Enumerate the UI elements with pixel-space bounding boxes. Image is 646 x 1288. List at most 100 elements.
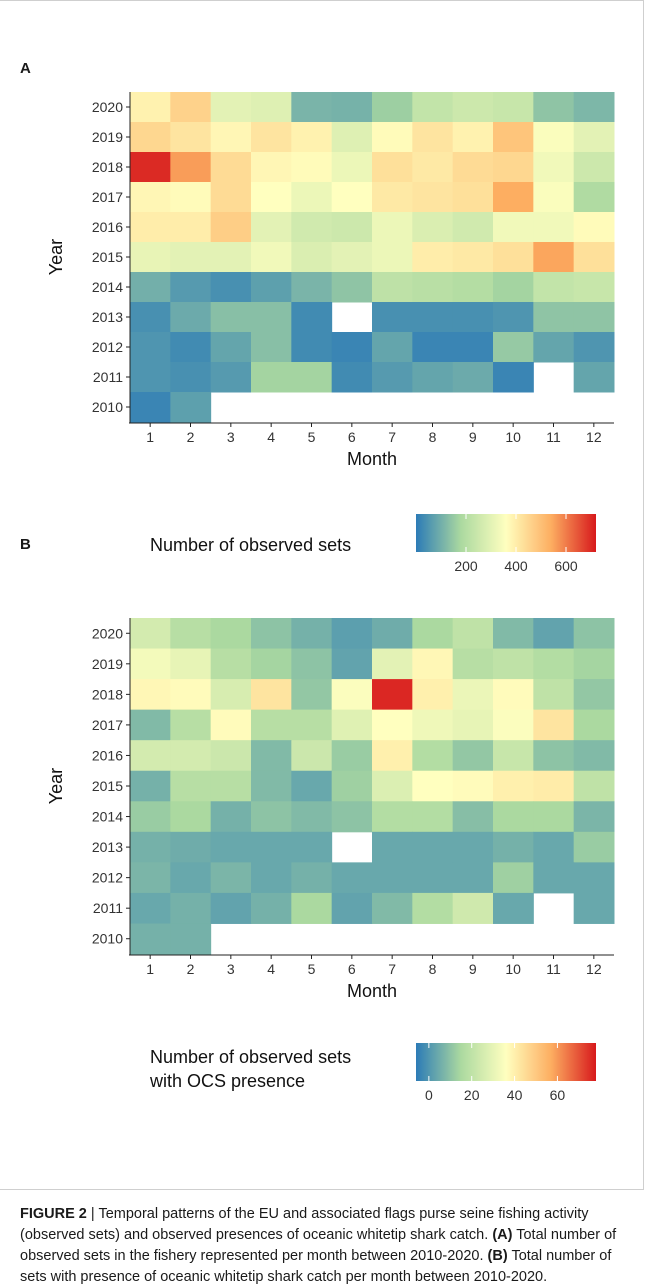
heatmap-cell xyxy=(533,770,575,802)
heatmap-cell xyxy=(533,92,575,123)
heatmap-cell xyxy=(210,709,252,741)
heatmap-cell xyxy=(412,122,454,153)
heatmap-cell xyxy=(291,618,333,650)
heatmap-cell xyxy=(130,709,171,741)
colorbar-bar xyxy=(416,514,596,552)
heatmap-cell xyxy=(291,362,333,393)
heatmap-cell xyxy=(210,801,252,833)
heatmap-cell xyxy=(493,770,534,802)
heatmap-cell xyxy=(452,618,494,650)
heatmap-cell xyxy=(372,152,413,183)
y-tick-label: 2019 xyxy=(92,656,123,672)
heatmap-cell xyxy=(130,740,171,772)
heatmap-cell xyxy=(291,302,333,333)
heatmap-cell xyxy=(170,302,212,333)
heatmap-cell xyxy=(130,831,171,863)
heatmap-cell xyxy=(331,770,373,802)
heatmap-cell xyxy=(533,801,575,833)
y-tick-label: 2014 xyxy=(92,809,123,825)
x-tick-label: 3 xyxy=(227,961,235,977)
heatmap-cell xyxy=(130,122,171,153)
heatmap-cell xyxy=(210,862,252,894)
heatmap-cell xyxy=(251,740,292,772)
heatmap-cell xyxy=(291,770,333,802)
heatmap-cell xyxy=(493,801,534,833)
heatmap-cell xyxy=(251,272,292,303)
x-tick-label: 4 xyxy=(267,961,275,977)
heatmap-cell xyxy=(372,892,413,924)
x-tick-label: 4 xyxy=(267,429,275,445)
heatmap-cell xyxy=(412,801,454,833)
heatmap-cell xyxy=(493,648,534,680)
heatmap-cell xyxy=(372,709,413,741)
heatmap-cell xyxy=(533,272,575,303)
heatmap-cell xyxy=(170,770,212,802)
heatmap-cell xyxy=(372,862,413,894)
heatmap-cell xyxy=(493,182,534,213)
y-tick-label: 2017 xyxy=(92,717,123,733)
x-tick-label: 11 xyxy=(546,429,561,445)
heatmap-cell xyxy=(573,709,615,741)
heatmap-cell xyxy=(331,801,373,833)
heatmap-cell xyxy=(170,831,212,863)
caption-a-text: Total number of observed sets in the fis… xyxy=(20,1227,617,1264)
heatmap-cell xyxy=(573,272,615,303)
heatmap-cell xyxy=(331,740,373,772)
heatmap-cell xyxy=(331,862,373,894)
heatmap-cell xyxy=(210,302,252,333)
heatmap-cell xyxy=(372,679,413,711)
heatmap-cell xyxy=(291,892,333,924)
heatmap-cell xyxy=(412,182,454,213)
heatmap-cell xyxy=(452,862,494,894)
heatmap-cell xyxy=(372,182,413,213)
heatmap-cell xyxy=(372,801,413,833)
heatmap-cell xyxy=(573,332,615,363)
heatmap-cell xyxy=(210,92,252,123)
heatmap-cell xyxy=(251,892,292,924)
heatmap-cell xyxy=(372,212,413,243)
heatmap-cell xyxy=(493,892,534,924)
x-tick-label: 8 xyxy=(429,961,437,977)
heatmap-cell xyxy=(170,392,212,423)
y-tick-label: 2013 xyxy=(92,309,123,325)
heatmap-cell xyxy=(573,152,615,183)
colorbar-a: 200 400 600 Number of observed sets xyxy=(150,514,596,574)
y-tick-label: 2019 xyxy=(92,129,123,145)
heatmap-cell xyxy=(533,152,575,183)
heatmap-cell xyxy=(573,242,615,273)
heatmap-cell xyxy=(533,679,575,711)
heatmap-cell xyxy=(372,362,413,393)
y-tick-label: 2015 xyxy=(92,778,123,794)
heatmap-cell xyxy=(130,242,171,273)
heatmap-cell xyxy=(291,740,333,772)
heatmap-cell xyxy=(573,362,615,393)
heatmap-cell xyxy=(251,648,292,680)
y-tick-label: 2011 xyxy=(93,369,123,385)
heatmap-cell xyxy=(452,770,494,802)
heatmap-cell xyxy=(291,862,333,894)
heatmap-cell xyxy=(493,740,534,772)
colorbar-tick-label: 60 xyxy=(550,1087,566,1103)
colorbar-tick-label: 20 xyxy=(464,1087,480,1103)
heatmap-cell xyxy=(412,862,454,894)
heatmap-cell xyxy=(493,92,534,123)
x-tick-label: 12 xyxy=(586,429,602,445)
heatmap-cell xyxy=(251,831,292,863)
heatmap-cell xyxy=(493,679,534,711)
heatmap-cell xyxy=(493,242,534,273)
heatmap-cell xyxy=(573,302,615,333)
heatmap-cell xyxy=(493,709,534,741)
heatmap-cell xyxy=(210,332,252,363)
heatmap-cell xyxy=(412,362,454,393)
x-tick-label: 10 xyxy=(505,961,521,977)
heatmap-cell xyxy=(372,648,413,680)
heatmap-cell xyxy=(210,740,252,772)
heatmap-cell xyxy=(130,801,171,833)
heatmap-cell xyxy=(130,679,171,711)
heatmap-cell xyxy=(210,618,252,650)
x-tick-label: 1 xyxy=(146,429,154,445)
heatmap-cell xyxy=(533,122,575,153)
heatmap-cell xyxy=(170,92,212,123)
y-tick-label: 2016 xyxy=(92,747,123,763)
heatmap-cell xyxy=(130,862,171,894)
